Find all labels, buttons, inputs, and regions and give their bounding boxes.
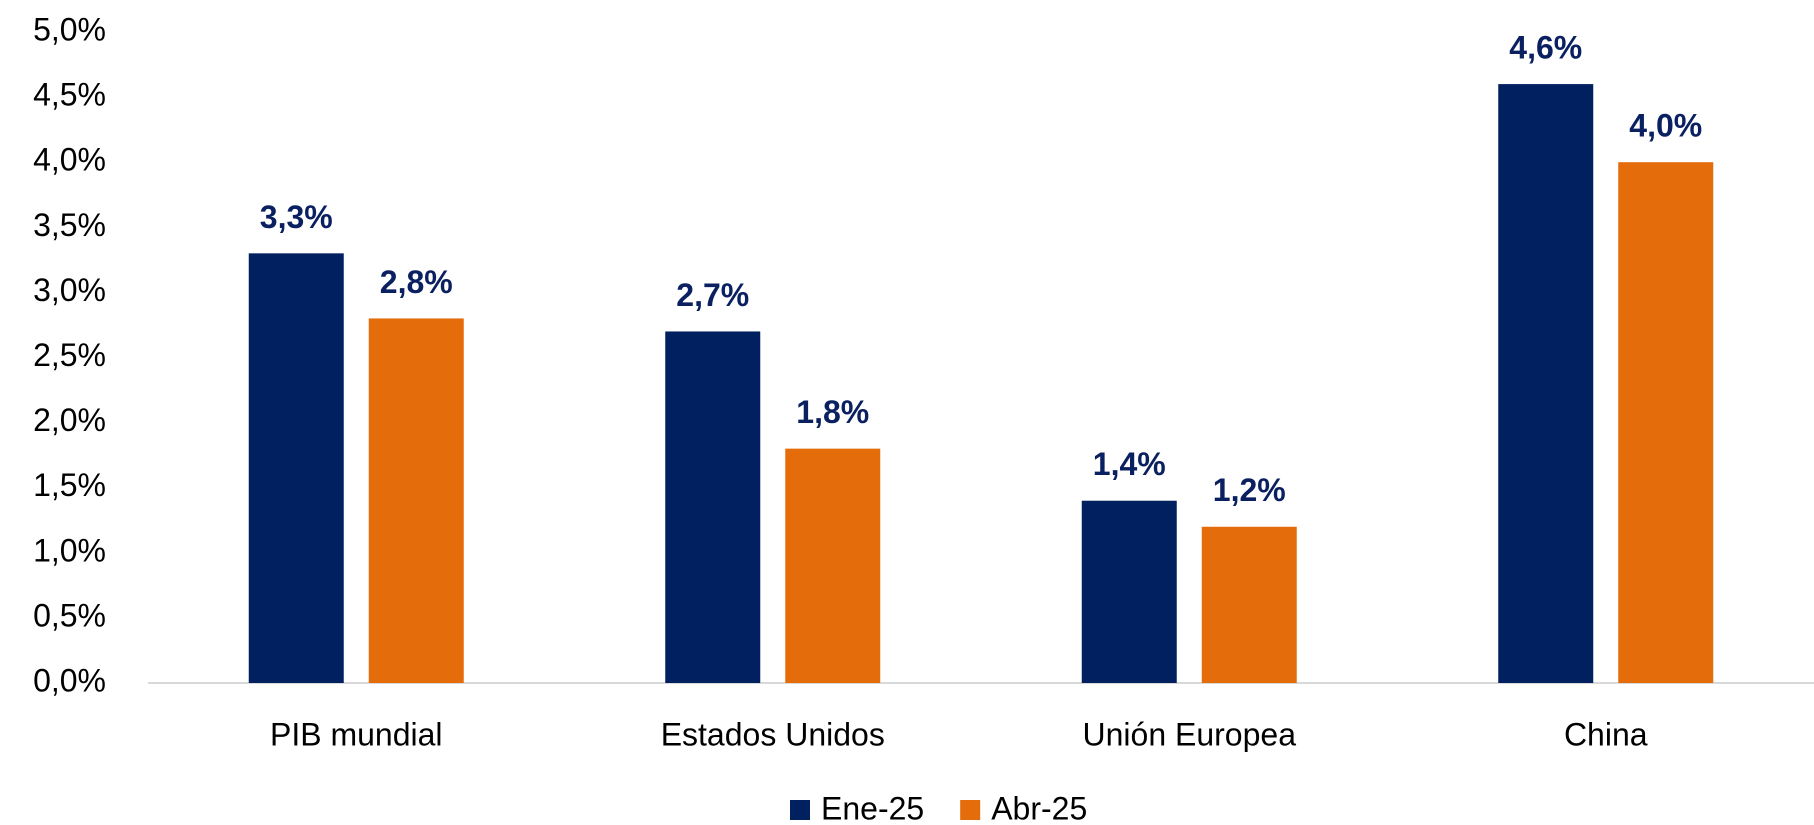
legend-swatch	[960, 800, 981, 820]
bar	[248, 253, 344, 683]
value-label: 1,8%	[796, 394, 869, 430]
bar	[1498, 84, 1594, 683]
y-tick-label: 0,5%	[33, 597, 106, 633]
y-tick-label: 4,0%	[33, 142, 106, 178]
y-tick-label: 2,0%	[33, 402, 106, 438]
bar	[1081, 500, 1177, 683]
bar	[785, 448, 881, 683]
y-tick-label: 4,5%	[33, 77, 106, 113]
x-tick-label: PIB mundial	[270, 716, 443, 752]
value-label: 3,3%	[260, 199, 333, 235]
bar	[1201, 526, 1297, 683]
value-label: 1,4%	[1093, 446, 1166, 482]
x-tick-label: Unión Europea	[1083, 716, 1297, 752]
bar	[368, 318, 464, 683]
x-tick-label: China	[1564, 716, 1648, 752]
value-label: 2,7%	[676, 277, 749, 313]
y-tick-label: 3,0%	[33, 272, 106, 308]
value-label: 4,6%	[1509, 30, 1582, 66]
x-tick-label: Estados Unidos	[661, 716, 885, 752]
bar	[1618, 162, 1714, 683]
legend-label: Ene-25	[821, 790, 924, 825]
y-tick-label: 5,0%	[33, 11, 106, 47]
bar	[665, 331, 761, 683]
y-tick-label: 0,0%	[33, 662, 106, 698]
value-label: 4,0%	[1629, 108, 1702, 144]
y-tick-label: 2,5%	[33, 337, 106, 373]
value-label: 1,2%	[1213, 472, 1286, 508]
y-tick-label: 3,5%	[33, 207, 106, 243]
y-tick-label: 1,0%	[33, 532, 106, 568]
legend-swatch	[790, 800, 810, 820]
value-label: 2,8%	[380, 264, 453, 300]
y-tick-label: 1,5%	[33, 467, 106, 503]
legend-label: Abr-25	[991, 790, 1087, 825]
